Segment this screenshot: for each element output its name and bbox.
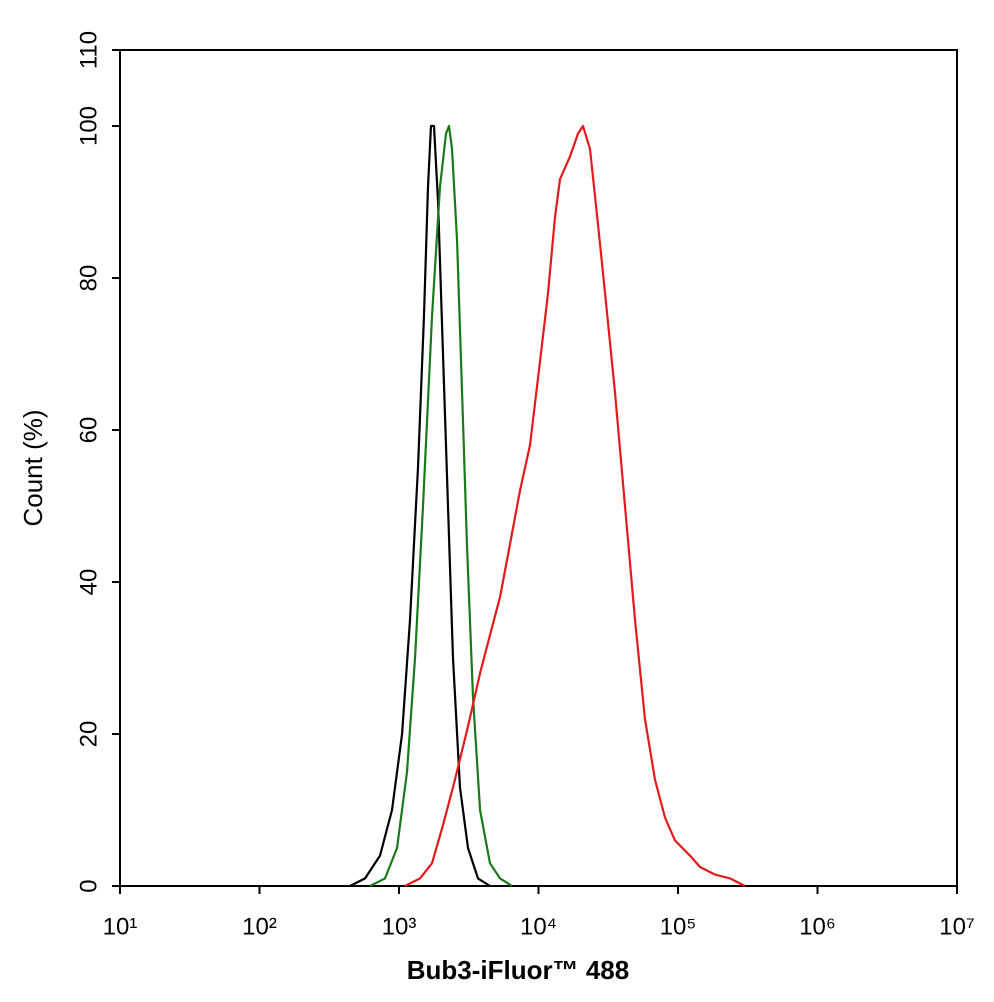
series-line xyxy=(369,124,513,887)
y-tick-label: 110 xyxy=(75,31,102,69)
y-tick-label: 100 xyxy=(75,106,102,146)
x-tick-label: 10² xyxy=(242,913,277,940)
x-tick-label: 10⁷ xyxy=(939,913,974,940)
x-tick-label: 10⁶ xyxy=(799,913,836,940)
series-line xyxy=(404,124,746,887)
x-tick-label: 10¹ xyxy=(103,913,138,940)
y-tick-label: 60 xyxy=(75,417,102,444)
x-axis-title: Bub3-iFluor™ 488 xyxy=(407,955,629,985)
plot-frame xyxy=(119,49,958,887)
y-tick-label: 80 xyxy=(75,265,102,292)
y-axis-title: Count (%) xyxy=(18,409,48,526)
y-tick-label: 20 xyxy=(75,721,102,748)
y-tick-label: 0 xyxy=(75,879,102,892)
x-tick-label: 10⁵ xyxy=(660,913,697,940)
x-tick-label: 10³ xyxy=(382,913,417,940)
y-tick-label: 40 xyxy=(75,569,102,596)
x-tick-label: 10⁴ xyxy=(520,913,557,940)
series-line xyxy=(349,124,491,887)
